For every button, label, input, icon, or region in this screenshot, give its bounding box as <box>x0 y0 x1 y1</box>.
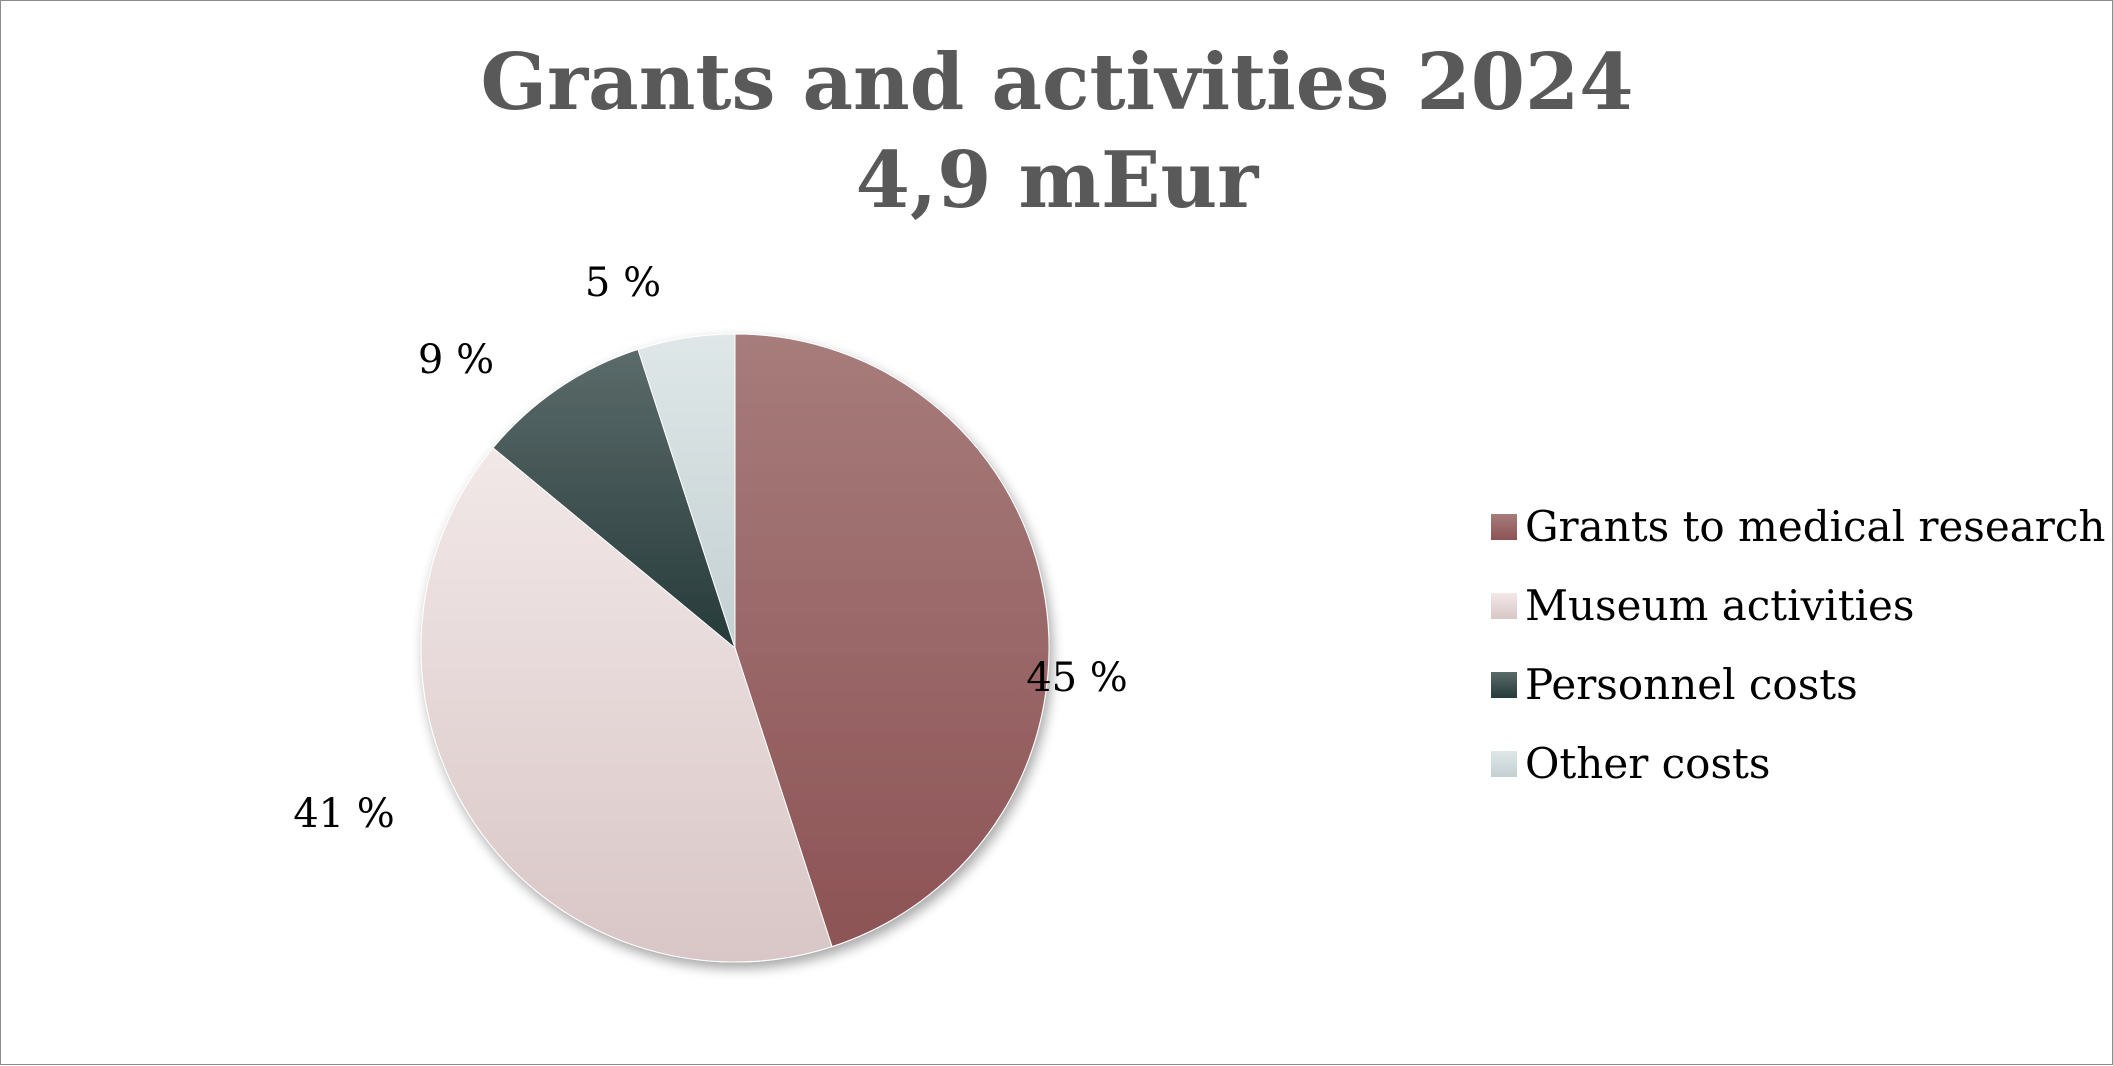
pie-slice-other-costs <box>637 333 736 649</box>
pie-slice-museum-activities <box>420 447 833 963</box>
legend-swatch-grants-to-medical-research <box>1491 514 1517 540</box>
legend-label-other-costs: Other costs <box>1525 739 1770 788</box>
legend: Grants to medical research Museum activit… <box>1491 502 2105 788</box>
legend-swatch-personnel-costs <box>1491 672 1517 698</box>
chart-title-line2: 4,9 mEur <box>856 135 1260 226</box>
legend-swatch-museum-activities <box>1491 593 1517 619</box>
legend-label-grants-to-medical-research: Grants to medical research <box>1525 502 2105 551</box>
data-label-museum-activities: 41 % <box>293 791 395 837</box>
legend-label-personnel-costs: Personnel costs <box>1525 660 1858 709</box>
chart-title-line1: Grants and activities 2024 <box>480 37 1633 128</box>
pie-slice-grants-to-medical-research <box>734 333 1050 948</box>
data-label-personnel-costs: 9 % <box>418 337 494 383</box>
pie-slices <box>420 333 1050 963</box>
data-label-grants-to-medical-research: 45 % <box>1026 655 1128 701</box>
data-label-other-costs: 5 % <box>585 260 661 306</box>
legend-swatch-other-costs <box>1491 751 1517 777</box>
pie-slice-personnel-costs <box>492 348 737 650</box>
legend-label-museum-activities: Museum activities <box>1525 581 1914 630</box>
data-labels: 45 % 41 % 9 % 5 % <box>293 260 1128 837</box>
